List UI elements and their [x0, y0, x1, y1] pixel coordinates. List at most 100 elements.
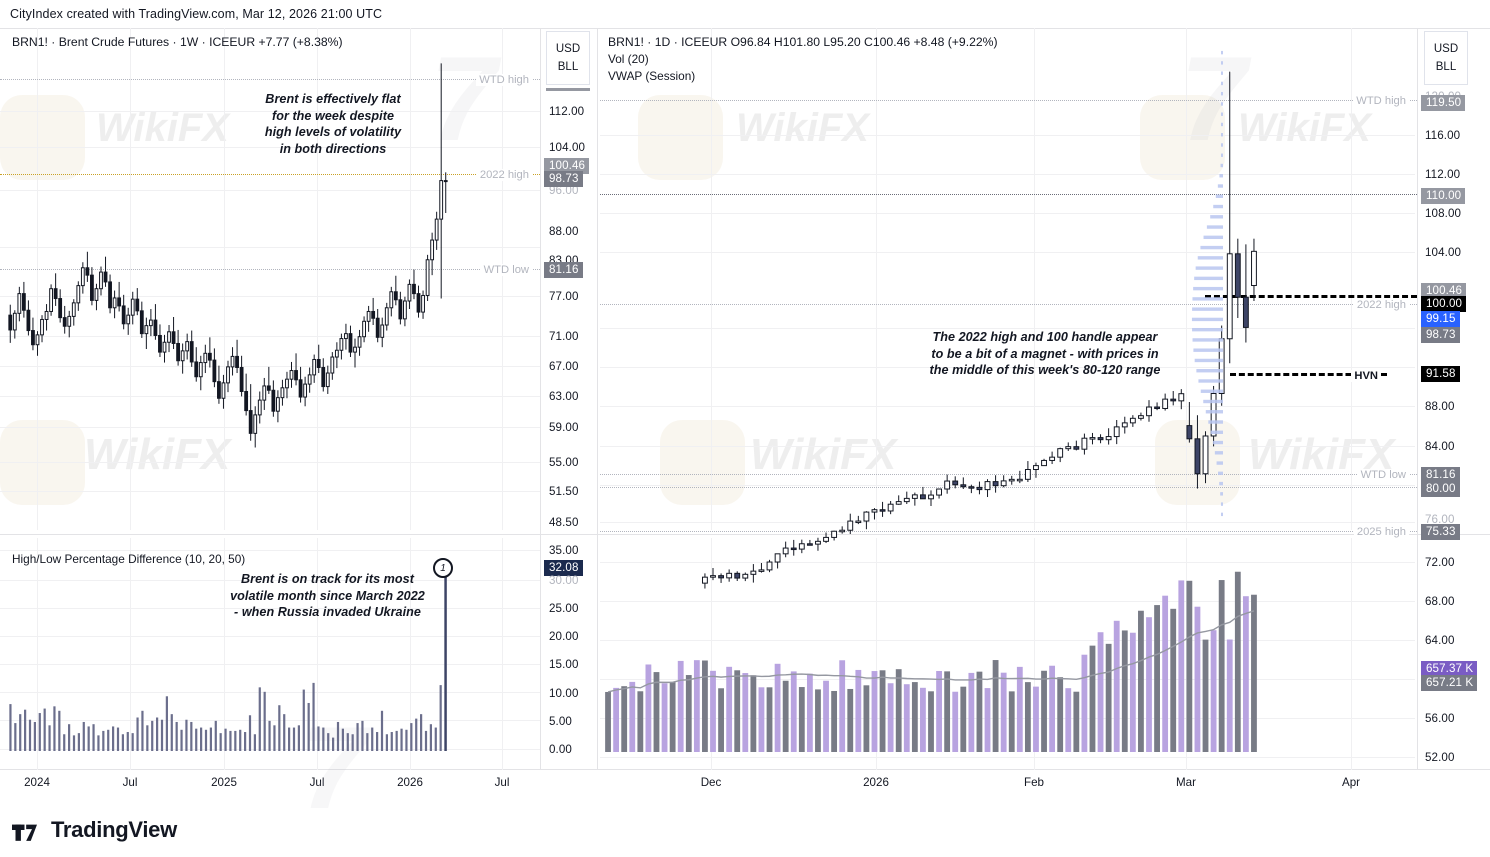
- gridline: [600, 135, 1415, 136]
- annotation-marker-1[interactable]: 1: [433, 558, 453, 578]
- volume-tick: 72.00: [1425, 556, 1455, 569]
- level-label-wtd-low: WTD low: [480, 264, 532, 276]
- tradingview-logo[interactable]: TradingView: [12, 817, 177, 843]
- tradingview-wordmark: TradingView: [51, 817, 177, 842]
- annotation-indicator: Brent is on track for its most volatile …: [225, 571, 430, 621]
- chart-canvas-daily[interactable]: [598, 28, 1417, 589]
- indicator-pill-32-08: 32.08: [544, 560, 583, 576]
- annotation-line: volatile month since March 2022: [230, 588, 425, 603]
- chart-canvas-volume[interactable]: [598, 538, 1417, 770]
- time-label: 2025: [211, 776, 237, 789]
- gridline: [0, 636, 540, 637]
- indicator-tick: 0.00: [549, 743, 572, 756]
- price-pill-100-46: 100.46: [544, 158, 590, 174]
- price-pill-75-33: 75.33: [1421, 524, 1460, 540]
- gridline: [317, 538, 318, 770]
- gridline: [600, 252, 1415, 253]
- volume-tick: 64.00: [1425, 634, 1455, 647]
- gridline: [600, 485, 1415, 486]
- level-dash-hvn: HVN: [1230, 370, 1387, 382]
- gridline: [600, 213, 1415, 214]
- price-tick: 112.00: [549, 105, 585, 118]
- pane-divider-horizontal: [0, 769, 1490, 770]
- price-tick: 48.50: [549, 516, 579, 529]
- gridline: [0, 336, 540, 337]
- level-label-wtd-high: WTD high: [1353, 95, 1409, 107]
- gridline: [1351, 28, 1352, 530]
- gridline: [600, 406, 1415, 407]
- annotation-line: to be a bit of a magnet - with prices in: [931, 346, 1159, 361]
- volume-pill-ma: 657.21 K: [1421, 675, 1478, 691]
- gridline: [600, 446, 1415, 447]
- level-label-hvn: HVN: [1351, 370, 1381, 382]
- indicator-tick: 10.00: [549, 687, 579, 700]
- price-tick: 51.50: [549, 485, 579, 498]
- price-pill-80-00: 80.00: [1421, 481, 1460, 497]
- price-mode-label: BLL: [557, 61, 579, 73]
- price-pill-91-58: 91.58: [1421, 366, 1460, 382]
- gridline: [600, 328, 1415, 329]
- indicator-tick: 5.00: [549, 715, 572, 728]
- volume-tick: 52.00: [1425, 751, 1455, 764]
- price-pill-98-73: 98.73: [544, 171, 583, 187]
- price-scale-divider-right: [1417, 28, 1418, 770]
- gridline: [0, 462, 540, 463]
- header-caption: CityIndex created with TradingView.com, …: [10, 7, 383, 21]
- gridline: [600, 174, 1415, 175]
- indicator-tick: 25.00: [549, 602, 579, 615]
- gridline: [1034, 538, 1035, 770]
- time-label: 2026: [397, 776, 423, 789]
- time-label: Jul: [494, 776, 510, 789]
- level-label-2022-high: 2022 high: [476, 169, 532, 181]
- time-label: Mar: [1176, 776, 1196, 789]
- gridline: [600, 562, 1415, 563]
- gridline: [600, 367, 1415, 368]
- gridline: [0, 147, 540, 148]
- legend-indicator-title[interactable]: High/Low Percentage Difference (10, 20, …: [12, 552, 246, 566]
- unit-box-left[interactable]: USD BLL: [546, 31, 590, 85]
- level-label-wtd-low: WTD low: [1357, 469, 1409, 481]
- gridline: [1034, 28, 1035, 530]
- price-tick: 84.00: [1425, 440, 1455, 453]
- gridline: [0, 396, 540, 397]
- indicator-tick: 15.00: [549, 658, 579, 671]
- chart-canvas-weekly[interactable]: [0, 28, 540, 534]
- price-pill-110-00: 110.00: [1421, 188, 1466, 204]
- gridline: [0, 664, 540, 665]
- annotation-daily: The 2022 high and 100 handle appear to b…: [910, 329, 1180, 379]
- volume-pill-last: 657.37 K: [1421, 661, 1478, 677]
- level-line-wtd-high: WTD high: [0, 74, 540, 86]
- legend-vwap[interactable]: VWAP (Session): [608, 69, 696, 83]
- gridline: [224, 28, 225, 530]
- price-mode-label: BLL: [1435, 61, 1457, 73]
- price-tick: 77.00: [549, 290, 579, 303]
- unit-box-right[interactable]: USD BLL: [1424, 31, 1468, 85]
- gridline: [502, 538, 503, 770]
- annotation-weekly: Brent is effectively flat for the week d…: [253, 91, 413, 157]
- indicator-tick: 20.00: [549, 630, 579, 643]
- annotation-line: Brent is on track for its most: [241, 572, 414, 586]
- time-label: Feb: [1024, 776, 1044, 789]
- price-tick: 71.00: [549, 330, 579, 343]
- gridline: [0, 247, 540, 248]
- price-tick-faint: 96.00: [549, 184, 579, 197]
- legend-right-symbol[interactable]: BRN1! · 1D · ICEEUR O96.84 H101.80 L95.2…: [608, 35, 998, 49]
- legend-left-symbol[interactable]: BRN1! · Brent Crude Futures · 1W · ICEEU…: [12, 35, 343, 49]
- gridline: [600, 757, 1415, 758]
- chart-canvas-indicator[interactable]: [0, 538, 540, 770]
- level-label-2022-high: 2022 high: [1353, 299, 1409, 311]
- price-tick: 55.00: [549, 456, 579, 469]
- level-line-2022-high: 2022 high: [0, 169, 540, 181]
- level-line-2025-high: 2025 high: [600, 526, 1417, 538]
- volume-tick: 68.00: [1425, 595, 1455, 608]
- time-label: 2026: [863, 776, 889, 789]
- annotation-line: in both directions: [279, 141, 387, 156]
- gridline: [600, 679, 1415, 680]
- gridline: [0, 366, 540, 367]
- gridline: [37, 28, 38, 530]
- time-label: Dec: [700, 776, 722, 789]
- legend-volume[interactable]: Vol (20): [608, 52, 649, 66]
- level-line-2022-high-r: 2022 high: [600, 299, 1417, 311]
- price-tick: 63.00: [549, 390, 579, 403]
- gridline: [0, 608, 540, 609]
